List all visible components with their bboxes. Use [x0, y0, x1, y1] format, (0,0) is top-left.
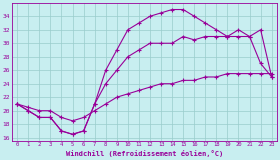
X-axis label: Windchill (Refroidissement éolien,°C): Windchill (Refroidissement éolien,°C)	[66, 150, 223, 157]
